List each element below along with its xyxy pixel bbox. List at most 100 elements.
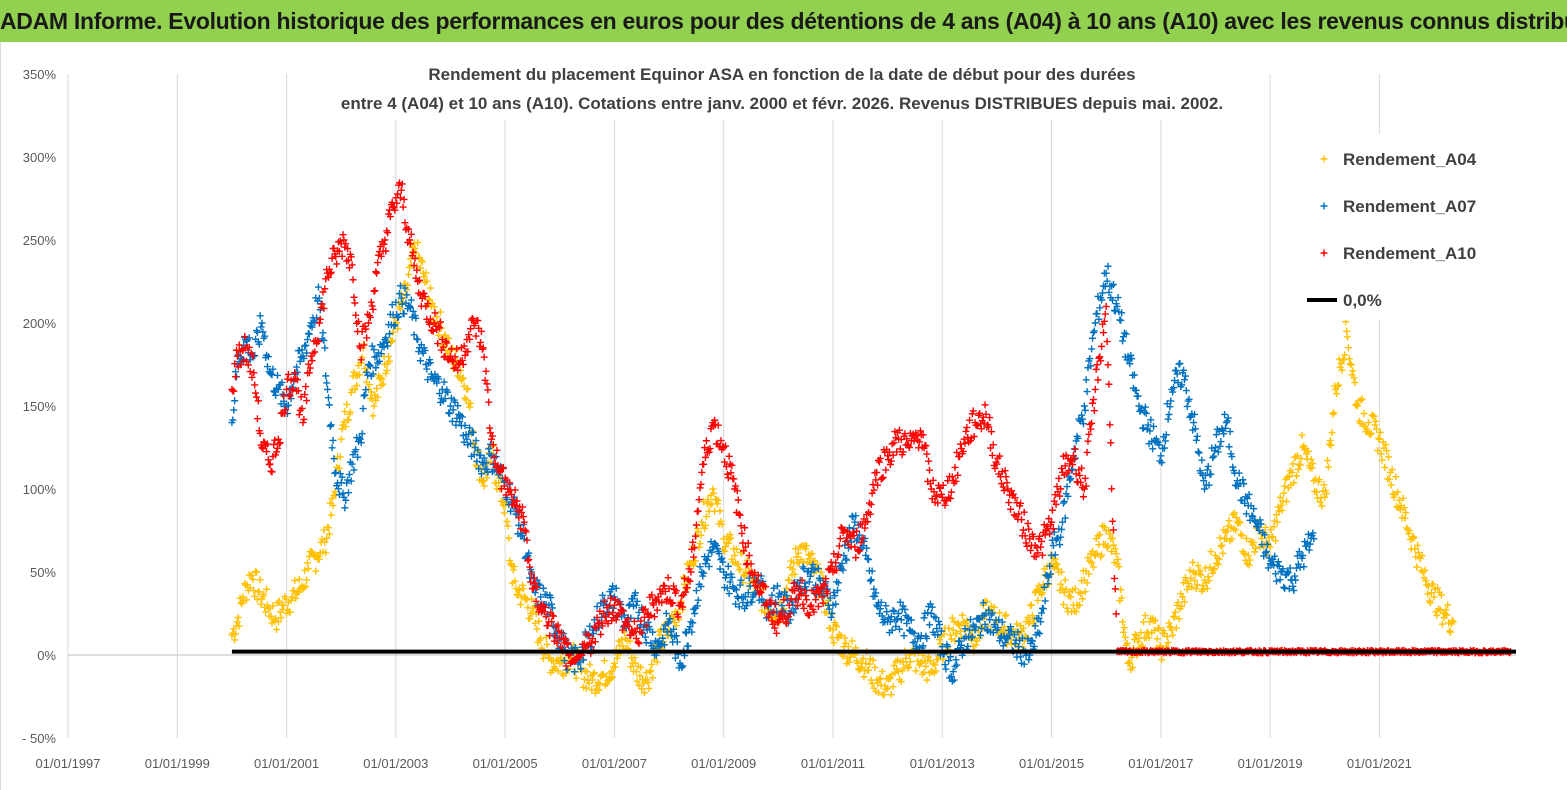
data-point: [888, 626, 896, 634]
data-point: [800, 565, 808, 573]
data-point: [1181, 376, 1189, 384]
data-point: [1167, 397, 1175, 405]
data-point: [1046, 562, 1054, 570]
data-point: [1190, 419, 1198, 427]
data-point: [1415, 549, 1423, 557]
data-point: [977, 624, 985, 632]
data-point: [334, 485, 342, 493]
data-point: [956, 440, 964, 448]
data-point: [380, 240, 388, 248]
data-point: [1037, 618, 1045, 626]
data-point: [366, 362, 374, 370]
data-point: [416, 264, 424, 272]
data-point: [722, 571, 730, 579]
data-point: [620, 607, 628, 615]
data-point: [233, 352, 241, 360]
data-point: [349, 276, 357, 284]
data-point: [337, 435, 345, 443]
data-point: [362, 325, 370, 333]
data-point: [840, 551, 848, 559]
data-point: [385, 357, 393, 365]
data-point: [527, 578, 535, 586]
data-point: [1057, 580, 1065, 588]
data-point: [640, 680, 648, 688]
data-point: [302, 582, 310, 590]
data-point: [1448, 617, 1456, 625]
data-point: [512, 502, 520, 510]
data-point: [1036, 532, 1044, 540]
data-point: [827, 613, 835, 621]
data-point: [864, 556, 872, 564]
data-point: [1385, 453, 1392, 461]
data-point: [1236, 519, 1244, 527]
data-point: [1196, 567, 1204, 575]
data-point: [1070, 455, 1078, 463]
data-point: [252, 389, 260, 397]
data-point: [424, 376, 432, 384]
data-point: [697, 531, 705, 539]
data-point: [1095, 315, 1103, 323]
data-point: [977, 631, 985, 639]
data-point: [293, 363, 301, 371]
data-point: [475, 465, 483, 473]
data-point: [1067, 475, 1075, 483]
data-point: [1180, 366, 1188, 374]
data-point: [1114, 555, 1122, 563]
data-point: [347, 388, 355, 396]
data-point: [548, 618, 556, 626]
data-point: [1111, 545, 1119, 553]
data-point: [876, 674, 884, 682]
data-point: [647, 611, 655, 619]
data-point: [1061, 462, 1069, 470]
data-point: [1140, 424, 1148, 432]
data-point: [877, 598, 885, 606]
data-point: [1093, 361, 1101, 369]
data-point: [899, 602, 907, 610]
data-point: [1374, 434, 1382, 442]
data-point: [732, 482, 740, 490]
data-point: [672, 632, 680, 640]
data-point: [1313, 488, 1321, 496]
data-point: [1089, 334, 1097, 342]
data-point: [633, 624, 641, 632]
data-point: [728, 461, 736, 469]
data-point: [727, 469, 735, 477]
data-point: [571, 657, 579, 665]
data-point: [479, 477, 487, 485]
data-point: [866, 577, 874, 585]
data-point: [1280, 489, 1288, 497]
data-point: [1239, 476, 1247, 484]
data-point: [879, 473, 887, 481]
data-point: [1009, 490, 1017, 498]
data-point: [717, 437, 725, 445]
data-point: [741, 524, 749, 532]
data-point: [785, 601, 793, 609]
data-point: [1189, 558, 1197, 566]
data-point: [731, 551, 739, 559]
data-point: [1304, 447, 1312, 455]
data-point: [563, 640, 571, 648]
data-point: [666, 615, 674, 623]
data-point: [372, 364, 380, 372]
data-point: [1014, 628, 1022, 636]
data-point: [817, 568, 825, 576]
data-point: [891, 669, 899, 677]
data-point: [301, 566, 309, 574]
data-point: [314, 283, 322, 291]
data-point: [529, 584, 537, 592]
data-point: [1271, 552, 1279, 560]
data-point: [1174, 598, 1182, 606]
data-point: [596, 680, 604, 688]
data-point: [1105, 288, 1113, 296]
data-point: [374, 393, 382, 401]
data-point: [839, 566, 847, 574]
data-point: [1160, 444, 1168, 452]
data-point: [1078, 411, 1086, 419]
data-point: [644, 679, 652, 687]
data-point: [756, 587, 764, 595]
data-point: [917, 658, 925, 666]
data-point: [893, 448, 901, 456]
data-point: [633, 677, 641, 685]
data-point: [324, 394, 332, 402]
data-point: [420, 290, 428, 298]
